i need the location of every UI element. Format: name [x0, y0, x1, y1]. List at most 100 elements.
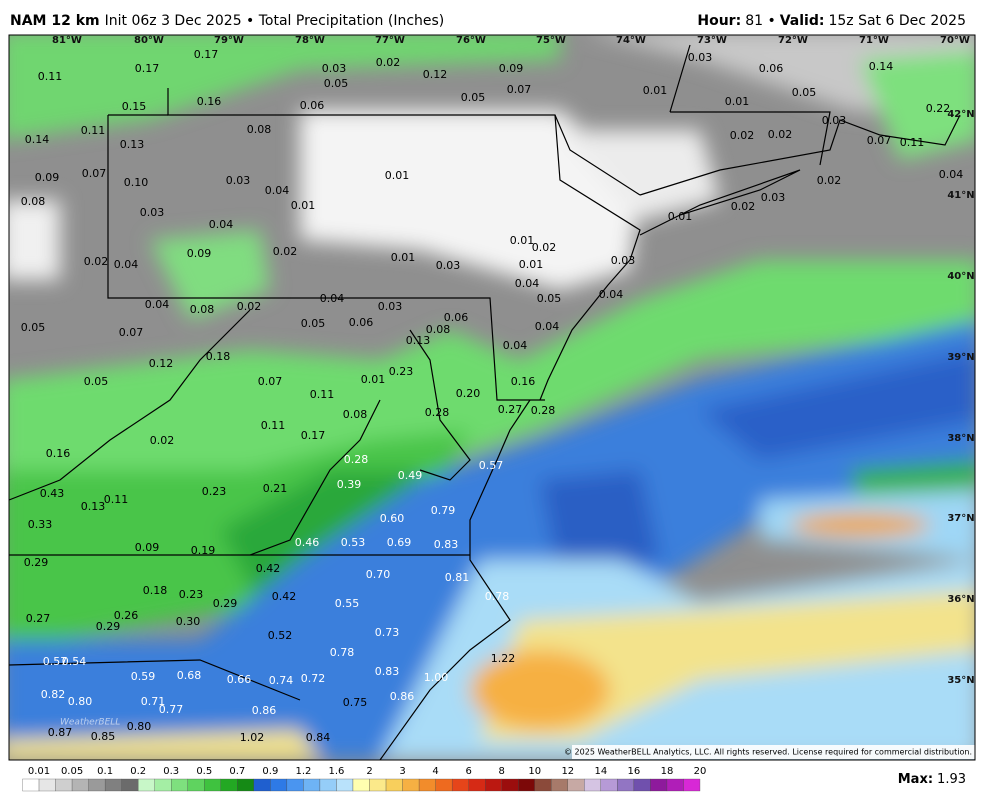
longitude-label: 78°W: [295, 35, 325, 46]
colorbar-swatch: [518, 778, 535, 792]
colorbar-swatch: [567, 778, 585, 792]
precip-value: 0.22: [926, 102, 951, 115]
max-label: Max:: [898, 772, 933, 787]
precip-value: 0.05: [537, 292, 562, 305]
precip-value: 0.13: [120, 138, 145, 151]
precip-value: 0.39: [337, 478, 362, 491]
precip-value: 0.07: [82, 167, 107, 180]
colorbar-swatch: [204, 778, 221, 792]
precip-value: 0.02: [150, 434, 175, 447]
colorbar-swatch: [633, 778, 651, 792]
precip-value: 0.28: [425, 406, 450, 419]
colorbar-swatch: [138, 778, 155, 792]
precip-value: 0.86: [252, 704, 277, 717]
precip-value: 0.27: [26, 612, 51, 625]
precip-value: 0.03: [436, 259, 461, 272]
precip-value: 0.06: [444, 311, 469, 324]
precip-value: 0.09: [35, 171, 60, 184]
colorbar-swatch: [402, 778, 420, 792]
precip-value: 0.81: [445, 571, 470, 584]
precip-value: 0.23: [179, 588, 204, 601]
colorbar-label: 1.6: [329, 766, 345, 777]
precip-value: 0.03: [761, 191, 786, 204]
precip-value: 0.18: [143, 584, 168, 597]
longitude-label: 79°W: [214, 35, 244, 46]
precip-value: 0.11: [261, 419, 286, 432]
precip-value: 0.42: [256, 562, 281, 575]
longitude-label: 70°W: [940, 35, 970, 46]
precip-value: 0.28: [344, 453, 369, 466]
longitude-label: 81°W: [52, 35, 82, 46]
precip-value: 0.02: [768, 128, 793, 141]
longitude-label: 76°W: [456, 35, 486, 46]
colorbar-swatch: [485, 778, 502, 792]
colorbar-swatch: [418, 778, 436, 792]
header-right: Hour: 81 • Valid: 15z Sat 6 Dec 2025: [697, 13, 966, 29]
colorbar-label: 14: [594, 766, 607, 777]
precip-value: 0.74: [269, 674, 294, 687]
precip-value: 0.09: [187, 247, 212, 260]
precip-value: 0.06: [759, 62, 784, 75]
precip-value: 0.02: [237, 300, 262, 313]
precip-value: 0.49: [398, 469, 423, 482]
colorbar-swatch: [600, 778, 618, 792]
colorbar-swatch: [369, 778, 387, 792]
valid: 15z Sat 6 Dec 2025: [828, 13, 966, 29]
precip-value: 0.02: [817, 174, 842, 187]
colorbar-swatch: [286, 778, 304, 792]
precip-value: 0.12: [149, 357, 174, 370]
colorbar-swatch: [617, 778, 635, 792]
precip-value: 0.79: [431, 504, 456, 517]
precip-value: 0.01: [643, 84, 668, 97]
latitude-label: 42°N: [947, 109, 974, 120]
precip-value: 0.72: [301, 672, 326, 685]
precip-value: 0.07: [867, 134, 892, 147]
colorbar-swatch: [650, 778, 668, 792]
precip-value: 0.09: [499, 62, 524, 75]
precip-value: 0.02: [731, 200, 756, 213]
precip-value: 0.86: [390, 690, 415, 703]
colorbar-swatch: [451, 778, 469, 792]
precip-value: 0.80: [68, 695, 93, 708]
colorbar-swatch: [88, 778, 106, 792]
boundaries: [8, 44, 961, 761]
precip-value: 0.19: [191, 544, 216, 557]
precip-value: 0.07: [258, 375, 283, 388]
precip-value: 0.01: [725, 95, 750, 108]
precip-value: 0.01: [291, 199, 316, 212]
precip-value: 0.05: [84, 375, 109, 388]
colorbar-swatch: [104, 778, 122, 792]
precip-value: 0.17: [194, 48, 219, 61]
hour: 81 •: [745, 13, 776, 29]
precip-value: 1.02: [240, 731, 265, 744]
precip-value: 0.02: [532, 241, 557, 254]
precip-value: 0.02: [273, 245, 298, 258]
longitude-label: 71°W: [859, 35, 889, 46]
colorbar-swatch: [237, 778, 254, 792]
precip-value: 0.23: [389, 365, 414, 378]
precip-value: 0.16: [511, 375, 536, 388]
precip-value: 0.78: [485, 590, 510, 603]
precip-value: 0.85: [91, 730, 116, 743]
precip-value: 0.04: [535, 320, 560, 333]
longitude-label: 74°W: [616, 35, 646, 46]
precip-value: 0.03: [822, 114, 847, 127]
longitude-label: 75°W: [536, 35, 566, 46]
precip-value: 0.75: [343, 696, 368, 709]
colorbar-label: 3: [399, 766, 405, 777]
precip-value: 0.70: [366, 568, 391, 581]
colorbar-label: 20: [694, 766, 707, 777]
precip-value: 0.43: [40, 487, 65, 500]
labels: 81°W 80°W 79°W 78°W 77°W 76°W 75°W 74°W 73°W 72°W…: [21, 35, 975, 744]
precip-value: 0.11: [900, 136, 925, 149]
precip-value: 0.01: [385, 169, 410, 182]
colorbar-swatch: [584, 778, 602, 792]
precip-value: 0.29: [213, 597, 238, 610]
precip-value: 0.02: [376, 56, 401, 69]
colorbar-swatch: [385, 778, 403, 792]
latitude-label: 37°N: [947, 513, 974, 524]
colorbar-label: 4: [432, 766, 438, 777]
colorbar-swatch: [666, 778, 684, 792]
precip-value: 0.16: [197, 95, 222, 108]
